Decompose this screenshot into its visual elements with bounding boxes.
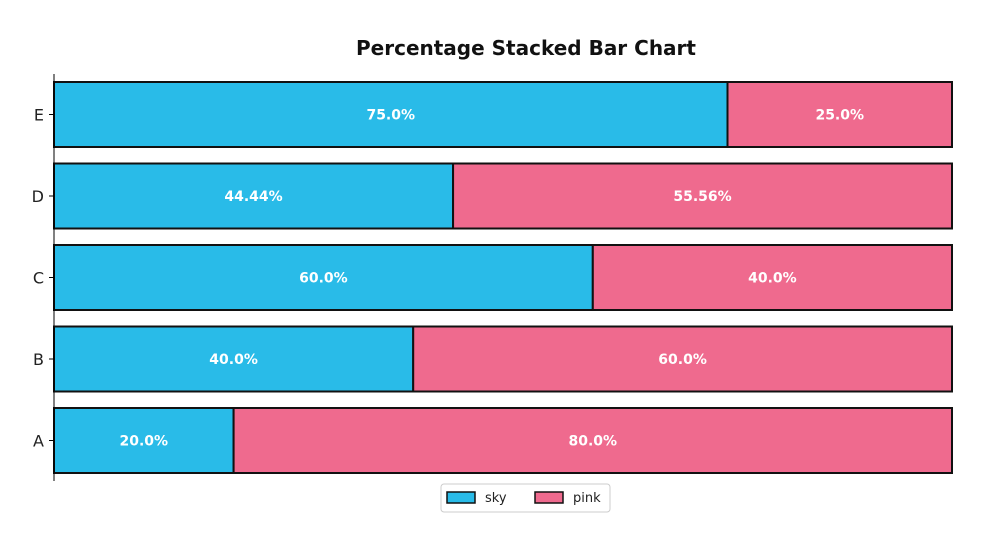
data-label-sky-A: 20.0%	[120, 434, 169, 450]
y-tick-label-C: C	[33, 269, 44, 288]
bar-segment-sky-B	[53, 325, 415, 393]
bar-segment-pink-C	[591, 244, 953, 311]
legend: sky pink	[440, 483, 611, 513]
y-tick-label-A: A	[33, 432, 44, 451]
bar-segment-sky-A	[53, 407, 235, 474]
bar-segment-pink-B	[412, 325, 953, 393]
data-label-pink-D: 55.56%	[673, 189, 731, 205]
data-label-sky-B: 40.0%	[209, 352, 258, 368]
bar-segment-sky-C	[53, 244, 594, 311]
data-label-sky-C: 60.0%	[299, 271, 348, 287]
legend-label-pink: pink	[573, 491, 601, 506]
data-label-sky-D: 44.44%	[224, 189, 282, 205]
bar-segment-pink-D	[452, 162, 953, 230]
y-tick-label-D: D	[32, 187, 44, 206]
y-tick-label-B: B	[33, 350, 44, 369]
bar-segment-pink-A	[232, 407, 954, 474]
data-label-pink-E: 25.0%	[815, 108, 864, 124]
data-label-pink-B: 60.0%	[658, 352, 707, 368]
y-axis: A B C D E	[32, 74, 55, 481]
data-label-sky-E: 75.0%	[366, 108, 415, 124]
bar-segment-sky-D	[53, 162, 455, 230]
legend-swatch-pink	[534, 491, 564, 504]
legend-box	[440, 483, 611, 513]
bar-segment-pink-E	[726, 81, 953, 148]
data-label-pink-C: 40.0%	[748, 271, 797, 287]
chart-title: Percentage Stacked Bar Chart	[356, 36, 696, 60]
bars-layer: 20.0% 80.0% 40.0% 60.0% 60.0% 40.0% 44.44% 55.5…	[53, 81, 954, 474]
legend-swatch-sky	[446, 491, 476, 504]
y-tick-label-E: E	[34, 106, 44, 125]
data-label-pink-A: 80.0%	[569, 434, 618, 450]
legend-label-sky: sky	[485, 491, 507, 506]
